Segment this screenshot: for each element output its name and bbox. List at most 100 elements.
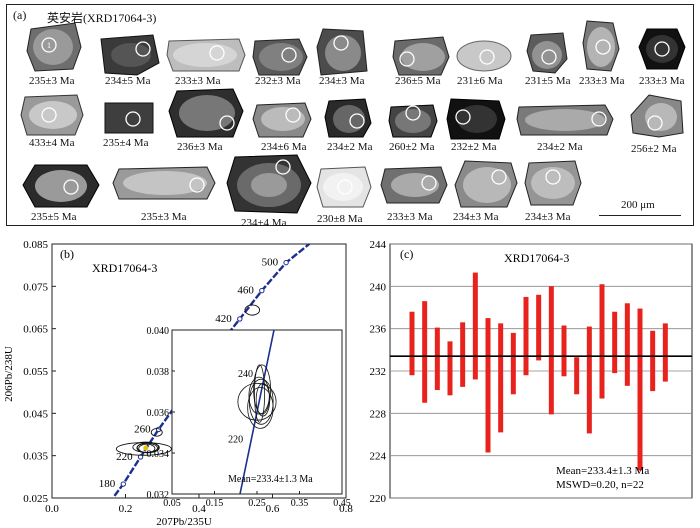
zircon-grain-7 [455,39,513,78]
y-tick-label-b: 0.035 [23,451,48,463]
y-tick-label-b: 0.065 [23,324,48,336]
grain-age-12: 235±4 Ma [103,137,149,149]
zircon-grain-21 [111,165,217,206]
weighted-mean-age-chart: (c) XRD17064-3 220 224 228 232 236 240 244 Mea… [370,239,693,505]
concordia-age-label: 500 [262,257,279,269]
grain-age-1: 235±3 Ma [29,75,75,87]
zircon-grain-11 [19,93,85,142]
panel-b-label: (b) [60,247,74,261]
sample-label-c: XRD17064-3 [504,251,569,265]
inset-y-tick-label: 0.034 [147,449,170,460]
inset-x-tick-label: 0.25 [248,498,266,509]
zircon-grain-17 [445,97,507,146]
zircon-grain-3 [165,37,247,78]
inset-x-tick-label: 0.05 [163,498,181,509]
grain-age-15: 234±2 Ma [327,141,373,153]
concordia-diagram: (b) XRD17064-3 0.0 0.2 0.4 0.6 0.8 0.025 0.035… [3,239,353,528]
grain-age-11: 433±4 Ma [29,137,75,149]
grain-age-26: 234±3 Ma [525,211,571,223]
zircon-grain-8 [525,31,569,80]
y-tick-label-c: 224 [370,451,387,463]
y-tick-label-c: 244 [370,239,387,251]
zircon-grain-13 [167,87,245,144]
inset-y-tick-label: 0.036 [147,408,170,419]
age-error-bar [434,327,440,391]
y-tick-label-b: 0.055 [23,366,48,378]
grain-age-5: 234±3 Ma [319,75,365,87]
concordia-age-marker [137,454,144,460]
y-tick-label-c: 220 [370,493,387,505]
grain-age-16: 260±2 Ma [389,141,435,153]
x-tick-label-b: 0.0 [45,503,59,515]
grain-age-19: 256±2 Ma [631,143,677,155]
inset-error-ellipse [247,386,274,429]
zircon-grain-15 [323,97,373,144]
inset-error-ellipse [237,382,277,421]
grain-age-4: 232±3 Ma [255,75,301,87]
x-axis-label-b: 207Pb/235U [156,516,212,528]
grain-age-24: 233±3 Ma [387,211,433,223]
panel-c-label: (c) [400,247,413,261]
age-error-bar [662,323,668,382]
grain-age-8: 231±5 Ma [525,75,571,87]
grain-age-22: 234±4 Ma [241,217,287,229]
grain-age-25: 234±3 Ma [453,211,499,223]
x-tick-label-b: 0.6 [266,503,280,515]
error-ellipse [150,428,163,437]
error-ellipse [115,442,172,456]
x-tick-label-b: 0.2 [119,503,133,515]
y-tick-label-b: 0.025 [23,493,48,505]
age-error-bar [472,272,478,380]
y-tick-label-c: 236 [370,324,387,336]
x-tick-label-b: 0.4 [192,503,206,515]
concordia-age-label: 460 [237,285,254,297]
concordia-age-marker [120,481,126,487]
age-error-bar [599,284,605,399]
age-error-bar [422,301,428,403]
concordia-age-label: 420 [215,313,232,325]
concordia-age-marker [283,259,289,266]
age-error-bar [485,318,491,453]
age-error-bar [409,311,415,376]
y-tick-label-c: 232 [370,366,387,378]
grain-age-7: 231±6 Ma [457,75,503,87]
age-error-bar [447,341,453,396]
grain-age-14: 234±6 Ma [261,141,307,153]
zircon-grain-20 [21,163,101,214]
age-error-bar [612,311,618,374]
zircon-grain-9 [581,19,621,78]
svg-text:1: 1 [47,41,51,50]
grain-age-21: 235±3 Ma [141,211,187,223]
concordia-age-marker [259,287,265,294]
zircon-grain-18 [515,103,615,142]
y-tick-label-b: 0.085 [23,239,48,251]
age-error-bar [574,357,580,395]
concordia-age-label: 260 [134,423,151,435]
zircon-grain-5 [315,27,369,82]
inset-y-tick-label: 0.040 [147,326,170,337]
mean-point [143,445,149,451]
x-tick-label-b: 0.8 [339,503,353,515]
inset-age-label: 220 [228,435,243,446]
age-error-bar [536,294,542,361]
sample-title: 英安岩(XRD17064-3) [47,11,157,25]
stats-mswd: MSWD=0.20, n=22 [556,479,644,491]
zircon-grain-1: 1 [25,21,83,78]
inset-error-ellipse [253,364,272,415]
grain-age-13: 236±3 Ma [177,141,223,153]
stats-mean: Mean=233.4±1.3 Ma [556,465,649,477]
inset-concordia [239,329,275,495]
scale-bar-label: 200 μm [621,199,655,211]
error-ellipse [138,443,156,454]
grain-age-2: 234±5 Ma [105,75,151,87]
zircon-grain-2 [97,33,161,82]
inset-y-tick-label: 0.032 [147,490,170,501]
inset-mean-text: Mean=233.4±1.3 Ma [228,474,313,485]
inset-age-label: 240 [238,369,253,380]
inset-x-tick-label: 0.45 [333,498,351,509]
age-error-bar [624,303,630,386]
zircon-grain-25 [453,159,519,214]
zircon-grain-22 [225,153,313,220]
age-error-bar [498,323,504,433]
y-axis-label-b: 206Pb/238U [3,346,15,402]
